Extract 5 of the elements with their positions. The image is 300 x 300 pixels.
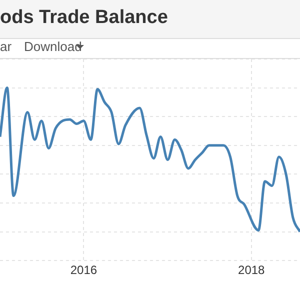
x-tick-label: 2018 [238,263,266,278]
chart-title: ods Trade Balance [0,7,168,29]
text: Download [24,39,82,54]
x-tick-label: 2016 [70,263,98,278]
text: ar [0,39,12,54]
